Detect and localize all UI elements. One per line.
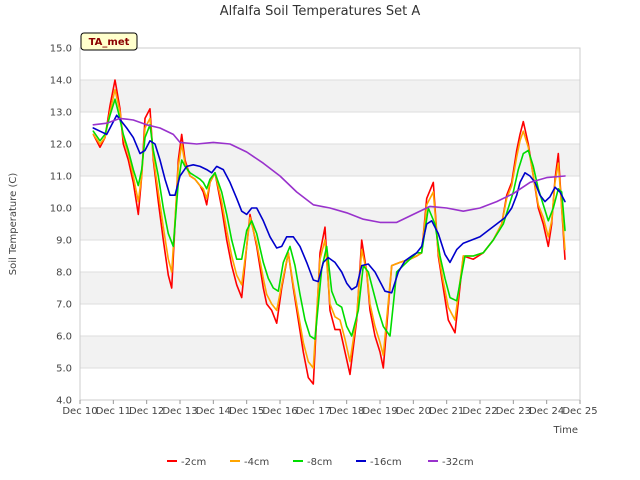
y-tick-label: 13.0 <box>50 108 72 119</box>
y-tick-label: 6.0 <box>56 332 72 343</box>
y-tick-label: 11.0 <box>50 172 72 183</box>
y-tick-label: 9.0 <box>56 236 72 247</box>
plot-frame <box>79 47 581 401</box>
legend-label: -4cm <box>244 457 269 468</box>
series-line-16cm <box>92 114 566 294</box>
legend-label: -32cm <box>442 457 474 468</box>
x-tick-label: Dec 12 <box>129 406 164 417</box>
series-line-4cm <box>92 88 566 369</box>
legend: -2cm -4cm -8cm -16cm -32cm <box>167 457 474 468</box>
y-tick-label: 5.0 <box>56 364 72 375</box>
y-tick-label: 14.0 <box>50 76 72 87</box>
x-axis-label: Time <box>553 425 578 436</box>
x-tick-label: Dec 17 <box>296 406 331 417</box>
y-tick-label: 7.0 <box>56 300 72 311</box>
y-tick-label: 10.0 <box>50 204 72 215</box>
x-tick-label: Dec 16 <box>262 406 297 417</box>
legend-label: -16cm <box>370 457 402 468</box>
series-line-8cm <box>92 98 566 341</box>
y-tick-label: 8.0 <box>56 268 72 279</box>
x-tick-label: Dec 10 <box>62 406 97 417</box>
legend-label: -8cm <box>307 457 332 468</box>
series-lines <box>92 79 566 385</box>
y-axis-label: Soil Temperature (C) <box>8 173 19 276</box>
series-line-32cm <box>92 117 566 224</box>
plot-band <box>80 336 580 368</box>
x-tick-label: Dec 14 <box>196 406 231 417</box>
x-tick-label: Dec 15 <box>229 406 264 417</box>
y-tick-label: 4.0 <box>56 396 72 407</box>
met-badge: TA_met <box>80 32 138 51</box>
chart-title: Alfalfa Soil Temperatures Set A <box>220 4 421 19</box>
met-badge-label: TA_met <box>89 37 130 48</box>
x-tick-label: Dec 23 <box>496 406 531 417</box>
met-badge-box <box>80 32 138 51</box>
x-tick-label: Dec 13 <box>162 406 197 417</box>
legend-label: -2cm <box>181 457 206 468</box>
y-axis-ticks: 4.0 5.0 6.0 7.0 8.0 9.0 10.0 11.0 12.0 13.0 14.0 15… <box>50 44 72 407</box>
plot-band <box>80 80 580 112</box>
plot-background-bands <box>80 80 580 368</box>
y-tick-label: 12.0 <box>50 140 72 151</box>
x-tick-label: Dec 25 <box>562 406 597 417</box>
plot-band <box>80 208 580 240</box>
y-tick-label: 15.0 <box>50 44 72 55</box>
x-tick-label: Dec 22 <box>462 406 497 417</box>
x-tick-label: Dec 11 <box>96 406 131 417</box>
x-tick-label: Dec 20 <box>396 406 431 417</box>
x-tick-label: Dec 18 <box>329 406 364 417</box>
x-tick-label: Dec 21 <box>429 406 464 417</box>
x-tick-label: Dec 19 <box>362 406 397 417</box>
x-tick-label: Dec 24 <box>529 406 564 417</box>
